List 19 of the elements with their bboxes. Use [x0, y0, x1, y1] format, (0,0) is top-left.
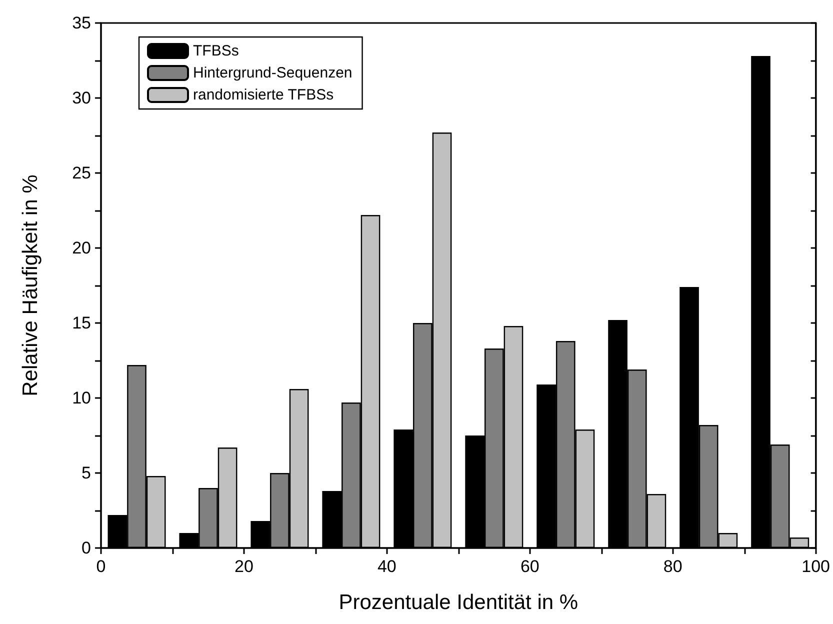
x-tick-label: 20 — [234, 557, 254, 576]
x-tick-label: 0 — [96, 557, 106, 576]
y-tick-label: 35 — [72, 14, 91, 32]
x-axis-title: Prozentuale Identität in % — [338, 591, 578, 614]
x-tick-label: 40 — [377, 557, 396, 576]
y-tick-label: 20 — [72, 238, 91, 258]
y-tick-label: 0 — [82, 538, 91, 558]
y-tick-label: 10 — [72, 388, 91, 408]
legend-label: Hintergrund-Sequenzen — [193, 64, 352, 82]
x-tick-label: 60 — [520, 557, 540, 576]
x-tick-label: 80 — [663, 557, 682, 576]
x-tick-label: 100 — [802, 557, 830, 576]
y-tick-label: 5 — [82, 464, 91, 482]
y-tick-label: 30 — [72, 88, 91, 108]
y-axis-title: Relative Häufigkeit in % — [19, 174, 42, 396]
y-tick-label: 15 — [72, 314, 91, 332]
legend-label: randomisierte TFBSs — [193, 86, 334, 104]
y-tick-label: 25 — [72, 164, 91, 182]
legend-label: TFBSs — [193, 42, 239, 60]
